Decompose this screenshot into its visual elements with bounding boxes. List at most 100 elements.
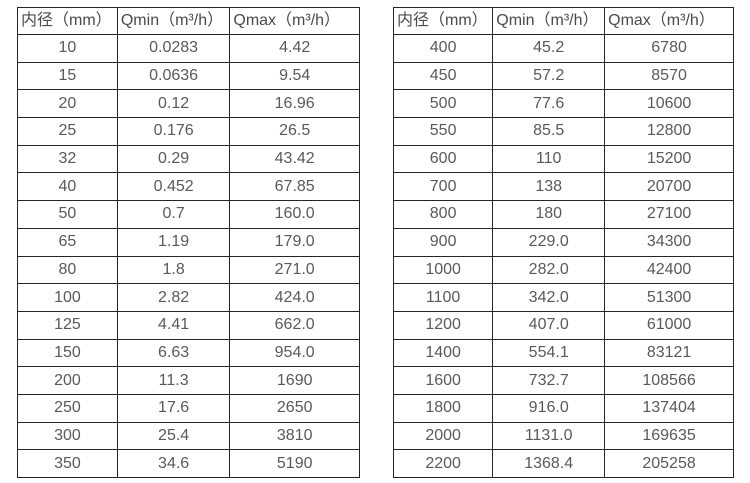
column-header: Qmin（m³/h）: [116, 7, 231, 35]
table-row: 600 110 15200: [392, 144, 734, 174]
table-row: 1400 554.1 83121: [392, 338, 734, 368]
table-cell: 138: [492, 172, 606, 202]
table-cell: 51300: [604, 283, 734, 312]
table-cell: 550: [392, 117, 494, 146]
table-cell: 2200: [392, 449, 494, 478]
table-cell: 34300: [604, 227, 734, 257]
table-cell: 179.0: [229, 227, 360, 257]
table-cell: 77.6: [492, 89, 606, 119]
table-cell: 160.0: [229, 200, 360, 229]
table-cell: 2.82: [116, 283, 231, 312]
table-cell: 67.85: [229, 172, 360, 202]
table-cell: 0.0636: [116, 61, 231, 91]
table-cell: 900: [392, 227, 494, 257]
table-cell: 1400: [392, 338, 494, 368]
table-cell: 0.452: [116, 172, 231, 202]
table-cell: 2650: [229, 393, 360, 423]
table-row: 125 4.41 662.0: [17, 310, 360, 340]
table-cell: 0.12: [116, 89, 231, 119]
table-cell: 954.0: [229, 338, 360, 368]
table-cell: 424.0: [229, 283, 360, 312]
table-row: 25 0.176 26.5: [17, 117, 360, 146]
table-cell: 200: [17, 366, 118, 395]
table-cell: 40: [17, 172, 118, 202]
table-cell: 500: [392, 89, 494, 119]
table-cell: 12800: [604, 117, 734, 146]
header-row: 内径（mm） Qmin（m³/h） Qmax（m³/h）: [392, 7, 734, 35]
table-cell: 61000: [604, 310, 734, 340]
table-cell: 169635: [604, 421, 734, 451]
table-cell: 1000: [392, 255, 494, 285]
table-row: 1000 282.0 42400: [392, 255, 734, 285]
table-cell: 65: [17, 227, 118, 257]
table-cell: 2000: [392, 421, 494, 451]
table-cell: 407.0: [492, 310, 606, 340]
table-cell: 400: [392, 34, 494, 63]
table-cell: 1600: [392, 366, 494, 395]
table-cell: 9.54: [229, 61, 360, 91]
table-cell: 1.19: [116, 227, 231, 257]
table-cell: 8570: [604, 61, 734, 91]
table-cell: 350: [17, 449, 118, 478]
table-row: 1800 916.0 137404: [392, 393, 734, 423]
column-header: Qmax（m³/h）: [604, 7, 734, 35]
table-row: 1100 342.0 51300: [392, 283, 734, 312]
table-cell: 34.6: [116, 449, 231, 478]
table-row: 80 1.8 271.0: [17, 255, 360, 285]
table-row: 32 0.29 43.42: [17, 144, 360, 174]
table-cell: 732.7: [492, 366, 606, 395]
table-cell: 16.96: [229, 89, 360, 119]
table-row: 450 57.2 8570: [392, 61, 734, 91]
table-cell: 271.0: [229, 255, 360, 285]
table-cell: 15200: [604, 144, 734, 174]
header-row: 内径（mm） Qmin（m³/h） Qmax（m³/h）: [17, 7, 360, 35]
table-cell: 32: [17, 144, 118, 174]
table-cell: 0.0283: [116, 34, 231, 63]
table-cell: 4.42: [229, 34, 360, 63]
table-row: 300 25.4 3810: [17, 421, 360, 451]
table-cell: 1131.0: [492, 421, 606, 451]
table-cell: 45.2: [492, 34, 606, 63]
table-row: 15 0.0636 9.54: [17, 61, 360, 91]
table-cell: 250: [17, 393, 118, 423]
column-header: 内径（mm）: [392, 7, 494, 35]
column-header: Qmin（m³/h）: [492, 7, 606, 35]
table-row: 40 0.452 67.85: [17, 172, 360, 202]
table-cell: 0.29: [116, 144, 231, 174]
table-cell: 50: [17, 200, 118, 229]
table-row: 100 2.82 424.0: [17, 283, 360, 312]
table-cell: 1.8: [116, 255, 231, 285]
table-row: 900 229.0 34300: [392, 227, 734, 257]
table-cell: 125: [17, 310, 118, 340]
table-cell: 20700: [604, 172, 734, 202]
table-cell: 42400: [604, 255, 734, 285]
table-cell: 80: [17, 255, 118, 285]
table-row: 50 0.7 160.0: [17, 200, 360, 229]
table-cell: 282.0: [492, 255, 606, 285]
table-row: 400 45.2 6780: [392, 34, 734, 63]
table-cell: 26.5: [229, 117, 360, 146]
table-cell: 1800: [392, 393, 494, 423]
table-cell: 0.7: [116, 200, 231, 229]
table-cell: 83121: [604, 338, 734, 368]
table-cell: 6780: [604, 34, 734, 63]
table-cell: 342.0: [492, 283, 606, 312]
table-cell: 57.2: [492, 61, 606, 91]
table-cell: 85.5: [492, 117, 606, 146]
table-row: 500 77.6 10600: [392, 89, 734, 119]
table-cell: 205258: [604, 449, 734, 478]
table-row: 200 11.3 1690: [17, 366, 360, 395]
table-cell: 600: [392, 144, 494, 174]
table-cell: 800: [392, 200, 494, 229]
table-cell: 100: [17, 283, 118, 312]
table-cell: 10600: [604, 89, 734, 119]
flow-spec-table-small-diameters: 内径（mm） Qmin（m³/h） Qmax（m³/h） 10 0.0283 4.42 1…: [17, 7, 360, 478]
table-cell: 229.0: [492, 227, 606, 257]
table-row: 350 34.6 5190: [17, 449, 360, 478]
table-cell: 17.6: [116, 393, 231, 423]
table-cell: 10: [17, 34, 118, 63]
table-cell: 27100: [604, 200, 734, 229]
table-row: 800 180 27100: [392, 200, 734, 229]
table-cell: 11.3: [116, 366, 231, 395]
